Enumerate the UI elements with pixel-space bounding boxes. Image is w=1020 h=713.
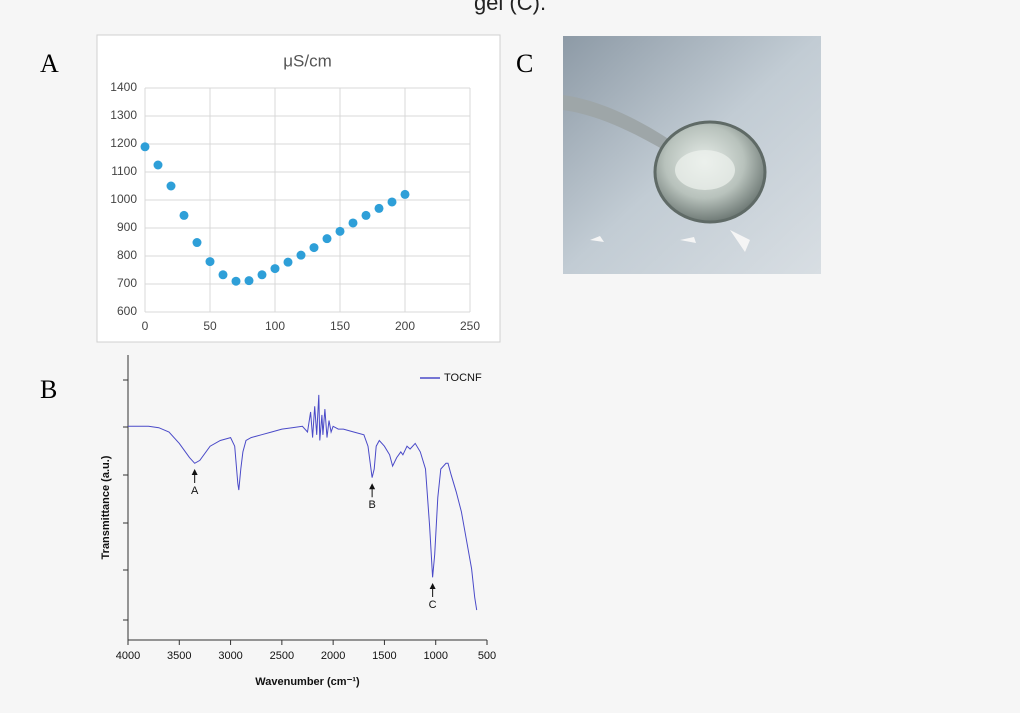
y-tick-label: 600 xyxy=(117,304,137,318)
annotation-label: A xyxy=(191,485,199,497)
chart-frame xyxy=(96,34,501,343)
y-tick-label: 1300 xyxy=(110,108,137,122)
panel-label: A xyxy=(40,49,59,78)
x-tick-label: 1500 xyxy=(372,650,396,662)
point xyxy=(231,276,241,286)
point xyxy=(270,264,280,274)
photo xyxy=(563,36,821,274)
x-tick-label: 1000 xyxy=(423,650,447,662)
x-tick-label: 150 xyxy=(330,319,350,333)
point xyxy=(153,160,163,170)
y-axis-ticks xyxy=(123,379,128,621)
y-tick-label: 1000 xyxy=(110,192,137,206)
y-tick-label: 800 xyxy=(117,248,137,262)
annotation-label: C xyxy=(429,599,437,611)
y-tick-label: 1100 xyxy=(111,164,137,178)
x-tick-label: 100 xyxy=(265,319,285,333)
legend-label: TOCNF xyxy=(444,372,482,384)
panel-label: B xyxy=(40,375,57,404)
caption: gel (C). xyxy=(474,0,546,15)
point xyxy=(179,210,189,220)
point xyxy=(205,257,215,267)
panel-label: C xyxy=(516,49,533,78)
point xyxy=(244,276,254,286)
point xyxy=(361,210,371,220)
y-tick-label: 1200 xyxy=(110,136,137,150)
point xyxy=(257,270,267,280)
y-tick-label: 1400 xyxy=(110,80,137,94)
x-axis-label: Wavenumber (cm⁻¹) xyxy=(255,676,360,688)
x-tick-label: 3500 xyxy=(167,650,191,662)
x-tick-label: 2500 xyxy=(270,650,294,662)
point xyxy=(192,238,202,248)
annotation-arrowhead xyxy=(191,469,198,475)
annotation-arrowhead xyxy=(429,583,436,589)
point xyxy=(166,181,176,191)
y-tick-label: 900 xyxy=(117,220,137,234)
chart-title: μS/cm xyxy=(283,51,332,70)
x-tick-label: 200 xyxy=(395,319,415,333)
x-tick-label: 250 xyxy=(460,319,480,333)
y-axis-label: Transmittance (a.u.) xyxy=(100,455,112,559)
x-tick-label: 50 xyxy=(203,319,217,333)
annotation-arrowhead xyxy=(369,483,376,490)
x-tick-label: 500 xyxy=(478,650,496,662)
x-tick-label: 2000 xyxy=(321,650,345,662)
point xyxy=(296,250,306,260)
point xyxy=(387,197,397,207)
point xyxy=(400,189,410,199)
y-tick-label: 700 xyxy=(117,276,137,290)
point xyxy=(374,203,384,213)
x-tick-label: 4000 xyxy=(116,650,140,662)
point xyxy=(218,270,228,280)
point xyxy=(335,226,345,236)
point xyxy=(322,234,332,244)
point xyxy=(348,218,358,228)
x-tick-label: 3000 xyxy=(218,650,242,662)
x-tick-label: 0 xyxy=(142,319,149,333)
point xyxy=(309,243,319,253)
annotation-label: B xyxy=(368,499,375,511)
point xyxy=(283,257,293,267)
point xyxy=(140,142,150,152)
spectrum-line xyxy=(128,394,478,611)
